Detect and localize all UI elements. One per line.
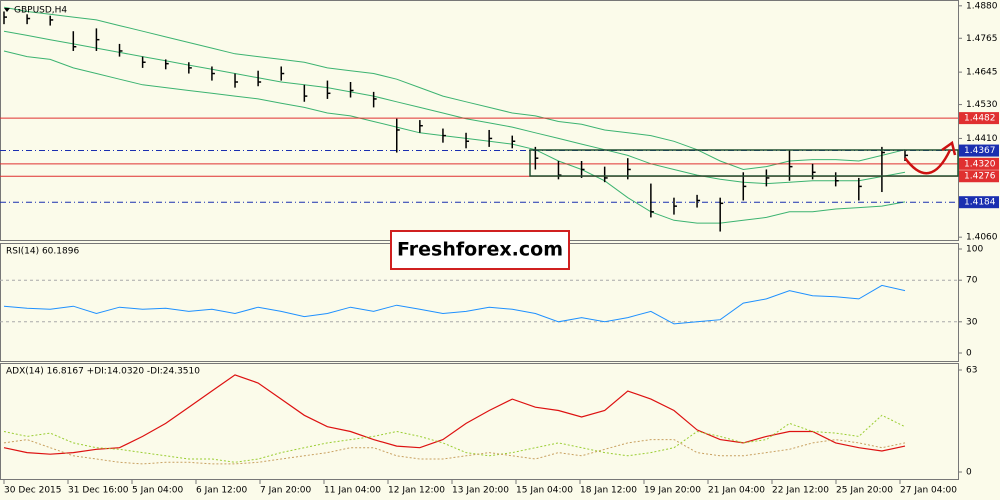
- range-box: [529, 149, 959, 177]
- x-tick-label: 25 Jan 20:00: [836, 486, 893, 496]
- level-label: 1.4482: [964, 114, 996, 124]
- menu-arrow[interactable]: [4, 8, 10, 12]
- level-label: 1.4276: [964, 172, 996, 182]
- x-tick-label: 19 Jan 20:00: [644, 486, 701, 496]
- x-tick-label: 22 Jan 12:00: [772, 486, 829, 496]
- x-tick-label: 30 Dec 2015: [4, 486, 62, 496]
- y-tick-label: 70: [966, 276, 978, 286]
- band-lower: [3, 50, 906, 224]
- indicator-line: [3, 374, 906, 455]
- watermark: Freshforex.com: [397, 239, 563, 261]
- y-tick-label: 63: [966, 366, 977, 376]
- x-tick-label: 15 Jan 04:00: [516, 486, 573, 496]
- band-middle: [3, 30, 906, 185]
- x-tick-label: 27 Jan 04:00: [900, 486, 957, 496]
- y-tick-label: 1.4765: [966, 34, 998, 44]
- forecast-arrowhead: [941, 140, 957, 156]
- x-tick-label: 18 Jan 12:00: [580, 486, 637, 496]
- symbol-title: GBPUSD,H4: [14, 6, 67, 16]
- level-label: 1.4320: [964, 159, 996, 169]
- indicator-line: [3, 284, 906, 325]
- y-tick-label: 0: [966, 349, 972, 359]
- level-tag: [959, 144, 999, 157]
- x-tick-label: 11 Jan 04:00: [324, 486, 381, 496]
- indicator-line: [3, 439, 906, 465]
- rsi-title: RSI(14) 60.1896: [6, 247, 79, 257]
- indicator-line: [3, 414, 906, 463]
- adx-pane: [0, 363, 959, 480]
- x-tick-label: 12 Jan 12:00: [388, 486, 445, 496]
- y-tick-label: 1.4530: [966, 100, 998, 110]
- level-tag: [959, 170, 999, 183]
- x-tick-label: 31 Dec 16:00: [68, 486, 129, 496]
- band-upper: [3, 6, 906, 171]
- forecast-arrow: [903, 149, 952, 175]
- y-tick-label: 1.4410: [966, 134, 998, 144]
- x-tick-label: 6 Jan 12:00: [196, 486, 248, 496]
- y-tick-label: 1.4880: [966, 1, 998, 11]
- adx-title: ADX(14) 16.8167 +DI:14.0320 -DI:24.3510: [6, 367, 200, 377]
- level-tag: [959, 112, 999, 125]
- y-tick-label: 1.4060: [966, 233, 998, 243]
- y-tick-label: 0: [966, 468, 972, 478]
- x-tick-label: 5 Jan 04:00: [132, 486, 184, 496]
- level-tag: [959, 157, 999, 170]
- watermark-box: [390, 230, 570, 270]
- level-label: 1.4184: [964, 198, 996, 208]
- x-tick-label: 7 Jan 20:00: [260, 486, 312, 496]
- x-tick-label: 21 Jan 04:00: [708, 486, 765, 496]
- y-tick-label: 1.4645: [966, 68, 998, 78]
- level-tag: [959, 196, 999, 209]
- level-label: 1.4367: [964, 146, 996, 156]
- y-tick-label: 30: [966, 317, 978, 327]
- y-tick-label: 100: [966, 245, 983, 255]
- x-tick-label: 13 Jan 20:00: [452, 486, 509, 496]
